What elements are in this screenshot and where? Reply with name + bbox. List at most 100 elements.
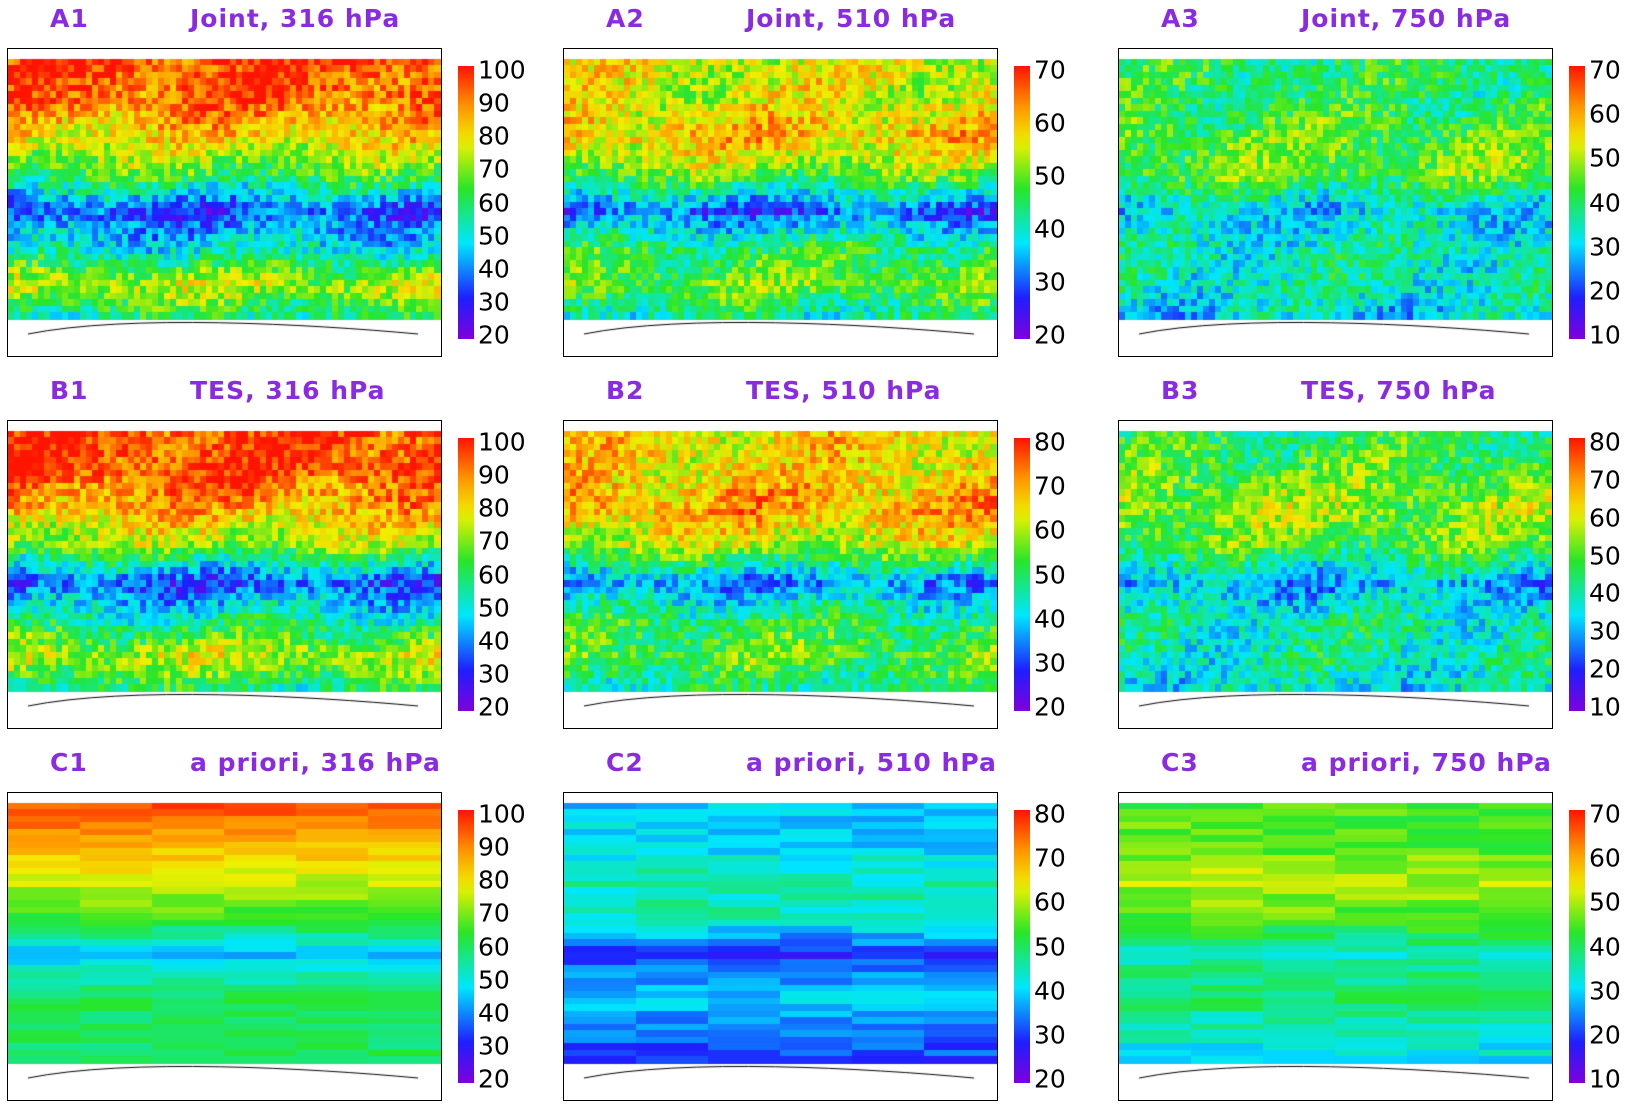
heatmap-cells (1119, 49, 1552, 356)
heatmap-map (563, 48, 998, 357)
panel-label: C2 (606, 748, 644, 777)
heatmap-cells (8, 49, 441, 356)
map-panel-C2: C2 a priori, 510 hPa 20 30 40 50 60 70 80 (556, 744, 1096, 1104)
colorbar-tick-label: 40 (1034, 976, 1066, 1006)
heatmap-map (7, 420, 442, 729)
map-panel-A2: A2 Joint, 510 hPa 20 30 40 50 60 70 (556, 0, 1096, 370)
map-panel-A3: A3 Joint, 750 hPa 10 20 30 40 50 60 70 (1111, 0, 1644, 370)
colorbar-tick-label: 70 (1589, 465, 1621, 495)
map-panel-C3: C3 a priori, 750 hPa 10 20 30 40 50 60 70 (1111, 744, 1644, 1104)
colorbar-tick-label: 60 (478, 560, 510, 589)
colorbar-tick-label: 90 (478, 460, 510, 490)
heatmap-cells (564, 421, 997, 728)
colorbar-tick-label: 20 (478, 320, 510, 350)
heatmap-map (563, 792, 998, 1101)
colorbar-tick-label: 30 (478, 659, 510, 689)
map-panel-B2: B2 TES, 510 hPa 20 30 40 50 60 70 80 (556, 372, 1096, 742)
colorbar-tick-label: 20 (1034, 692, 1066, 722)
colorbar-tick-label: 30 (478, 287, 510, 317)
colorbar-tick-label: 30 (1589, 976, 1621, 1006)
colorbar-tick-label: 30 (1034, 648, 1066, 678)
colorbar-tick-label: 70 (1034, 471, 1066, 501)
colorbar-tick-label: 50 (478, 965, 510, 995)
colorbar-tick-label: 30 (1034, 1020, 1066, 1050)
colorbar-tick-label: 80 (1589, 427, 1621, 457)
heatmap-cells (1119, 793, 1552, 1100)
heatmap-cells (1119, 421, 1552, 728)
colorbar-tick-label: 70 (478, 898, 510, 928)
colorbar (1569, 66, 1585, 339)
colorbar (458, 810, 474, 1083)
colorbar-tick-label: 20 (1589, 276, 1621, 306)
panel-title: TES, 750 hPa (1301, 376, 1497, 405)
colorbar-tick-label: 20 (478, 692, 510, 722)
panel-label: B1 (50, 376, 89, 405)
colorbar-tick-label: 10 (1589, 320, 1621, 350)
panel-title: TES, 510 hPa (746, 376, 942, 405)
colorbar-tick-label: 40 (1034, 214, 1066, 244)
colorbar-tick-label: 60 (478, 932, 510, 961)
colorbar (1014, 438, 1030, 711)
colorbar-tick-label: 20 (1034, 320, 1066, 350)
colorbar-tick-label: 40 (1034, 604, 1066, 634)
panel-label: B3 (1161, 376, 1200, 405)
colorbar-tick-label: 40 (1589, 578, 1621, 608)
heatmap-map (563, 420, 998, 729)
colorbar (1569, 438, 1585, 711)
colorbar-tick-label: 30 (1034, 267, 1066, 297)
colorbar-tick-label: 80 (478, 121, 510, 151)
colorbar-tick-label: 70 (1589, 799, 1621, 829)
colorbar-tick-label: 50 (1589, 143, 1621, 173)
panel-title: a priori, 316 hPa (190, 748, 441, 777)
colorbar-tick-label: 100 (478, 55, 526, 85)
colorbar-tick-label: 70 (1034, 55, 1066, 85)
colorbar (1569, 810, 1585, 1083)
panel-title: Joint, 510 hPa (746, 4, 957, 33)
colorbar-tick-label: 90 (478, 832, 510, 862)
colorbar-tick-label: 30 (1589, 616, 1621, 646)
panel-label: C3 (1161, 748, 1199, 777)
colorbar-tick-label: 40 (478, 998, 510, 1028)
colorbar-tick-label: 70 (1589, 55, 1621, 85)
colorbar-tick-label: 50 (1034, 932, 1066, 961)
colorbar-tick-label: 90 (478, 88, 510, 118)
colorbar-tick-label: 100 (478, 799, 526, 829)
colorbar-tick-label: 20 (478, 1064, 510, 1094)
colorbar-tick-label: 20 (1034, 1064, 1066, 1094)
map-panel-C1: C1 a priori, 316 hPa 20 30 40 50 60 70 80 90 100 (0, 744, 540, 1104)
heatmap-map (7, 48, 442, 357)
panel-label: A1 (50, 4, 89, 33)
colorbar-tick-label: 40 (1589, 932, 1621, 961)
colorbar-tick-label: 10 (1589, 1064, 1621, 1094)
panel-label: A2 (606, 4, 645, 33)
colorbar-tick-label: 20 (1589, 654, 1621, 684)
panel-label: C1 (50, 748, 88, 777)
heatmap-map (1118, 792, 1553, 1101)
colorbar-tick-label: 30 (1589, 232, 1621, 262)
colorbar-tick-label: 80 (478, 493, 510, 523)
colorbar-tick-label: 50 (478, 593, 510, 623)
colorbar-tick-label: 80 (1034, 799, 1066, 829)
panel-title: Joint, 750 hPa (1301, 4, 1512, 33)
colorbar-tick-label: 40 (1589, 188, 1621, 217)
colorbar-tick-label: 50 (478, 221, 510, 251)
panel-title: Joint, 316 hPa (190, 4, 401, 33)
colorbar-tick-label: 50 (1034, 560, 1066, 589)
heatmap-cells (564, 793, 997, 1100)
colorbar (1014, 810, 1030, 1083)
colorbar-tick-label: 70 (1034, 843, 1066, 873)
colorbar-tick-label: 60 (478, 188, 510, 217)
heatmap-cells (8, 421, 441, 728)
colorbar-tick-label: 60 (1034, 887, 1066, 917)
colorbar-tick-label: 60 (1589, 99, 1621, 129)
colorbar (458, 438, 474, 711)
colorbar-tick-label: 60 (1034, 108, 1066, 138)
map-panel-A1: A1 Joint, 316 hPa 20 30 40 50 60 70 80 90 100 (0, 0, 540, 370)
colorbar (458, 66, 474, 339)
heatmap-map (1118, 420, 1553, 729)
panel-title: a priori, 510 hPa (746, 748, 997, 777)
panel-label: A3 (1161, 4, 1200, 33)
colorbar-tick-label: 70 (478, 154, 510, 184)
colorbar-tick-label: 80 (478, 865, 510, 895)
